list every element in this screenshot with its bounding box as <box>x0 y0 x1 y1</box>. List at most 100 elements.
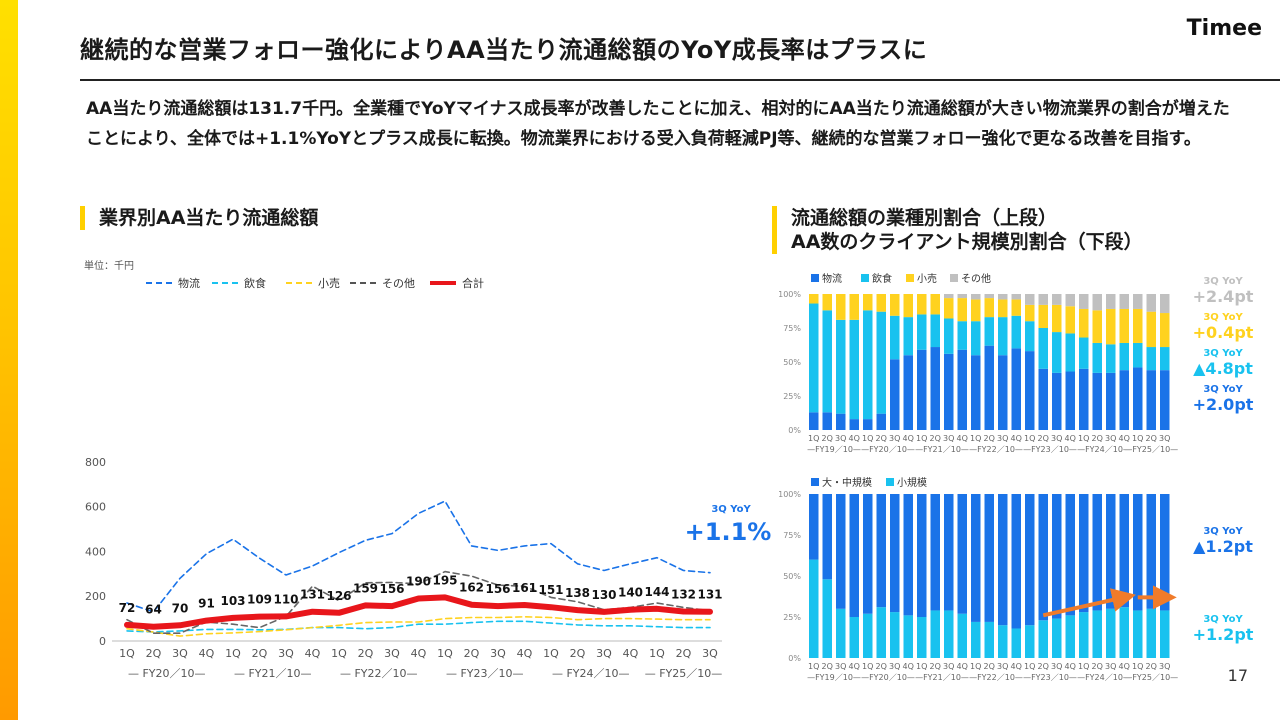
bar-segment <box>863 419 873 430</box>
y-tick-label: 600 <box>85 501 106 514</box>
bar-segment <box>998 294 1008 300</box>
bar-segment <box>1119 607 1129 658</box>
bar-segment <box>1146 370 1156 430</box>
bar-segment <box>984 621 994 658</box>
x-tick-label: 1Q <box>1078 434 1089 443</box>
legend-swatch <box>950 274 958 282</box>
line-chart: 単位：千円 0 200 400 600 800 物流 飲食 小売 その他 合計 72 64 70 91 103… <box>84 259 772 680</box>
bar-segment <box>984 345 994 430</box>
fy-group-label: — FY24／10— <box>552 667 630 680</box>
bar-segment <box>1092 610 1102 658</box>
x-tick-label: 2Q <box>1038 662 1049 671</box>
bar-segment <box>1160 347 1170 371</box>
bar-segment <box>1011 494 1021 629</box>
bar-segment <box>1119 342 1129 371</box>
bar-segment <box>1092 294 1102 311</box>
x-tick-label: 1Q <box>1132 662 1143 671</box>
total-data-label: 140 <box>618 586 643 600</box>
x-tick-label: 4Q <box>1119 662 1130 671</box>
x-tick-label: 2Q <box>146 647 162 660</box>
yoy-annotation-value: +2.4pt <box>1193 287 1254 306</box>
bar-segment <box>1065 333 1075 372</box>
y-tick-label: 25% <box>783 613 801 622</box>
bar-segment <box>876 294 886 312</box>
legend-label: 小売 <box>318 277 340 290</box>
bar-segment <box>903 494 913 616</box>
bar-segment <box>1052 372 1062 430</box>
x-tick-label: 3Q <box>1051 662 1062 671</box>
bar-segment <box>1092 494 1102 611</box>
bar-segment <box>890 494 900 613</box>
x-tick-label: 3Q <box>490 647 506 660</box>
bar-segment <box>836 294 846 320</box>
legend-label: 小規模 <box>897 477 927 489</box>
legend-label: その他 <box>382 277 415 290</box>
x-tick-label: 4Q <box>1011 662 1022 671</box>
yoy-annotation-value: +0.4pt <box>1193 323 1254 342</box>
x-tick-label: 1Q <box>225 647 241 660</box>
yoy-annotation-label: 3Q YoY <box>1203 348 1243 359</box>
yoy-annotation-value: +1.1% <box>685 518 772 546</box>
bar-segment <box>849 319 859 420</box>
bar-segment <box>1025 321 1035 352</box>
x-tick-label: 3Q <box>889 434 900 443</box>
yoy-annotation-value: ▲4.8pt <box>1193 359 1253 378</box>
legend-label: 大・中規模 <box>822 476 872 489</box>
total-data-label: 131 <box>300 588 325 602</box>
bar-segment <box>822 294 832 311</box>
x-tick-label: 4Q <box>1119 434 1130 443</box>
x-tick-label: 1Q <box>970 662 981 671</box>
fy-group-label: — FY20／10— <box>128 667 206 680</box>
bar-segment <box>1065 371 1075 430</box>
bar-segment <box>944 494 954 611</box>
bar-segment <box>822 494 832 580</box>
x-tick-label: 4Q <box>849 662 860 671</box>
title-divider <box>80 79 1280 81</box>
bar-segment <box>957 613 967 658</box>
bar-segment <box>971 494 981 622</box>
bar-segment <box>1065 494 1075 616</box>
x-tick-label: 3Q <box>943 434 954 443</box>
bar-segment <box>863 613 873 658</box>
bar-segment <box>822 579 832 658</box>
unit-label: 単位：千円 <box>84 259 134 272</box>
x-tick-label: 4Q <box>517 647 533 660</box>
bar-segment <box>1119 370 1129 430</box>
bar-segment <box>890 612 900 658</box>
bar-segment <box>1052 294 1062 305</box>
legend-label: その他 <box>961 272 991 285</box>
bar-segment <box>1133 342 1143 368</box>
legend-label: 合計 <box>462 276 484 290</box>
fy-group-label: —FY25／10— <box>1124 673 1178 682</box>
bar-segment <box>876 413 886 430</box>
total-data-label: 109 <box>247 593 272 607</box>
bar-segment <box>1146 294 1156 312</box>
bar-segment <box>863 294 873 311</box>
bar-segment <box>1106 372 1116 430</box>
x-tick-label: 2Q <box>984 434 995 443</box>
bar-segment <box>917 314 927 350</box>
series-line <box>126 500 711 613</box>
total-data-label: 72 <box>119 601 136 615</box>
bar-segment <box>984 494 994 622</box>
section-title-share: 流通総額の業種別割合（上段） AA数のクライアント規模別割合（下段） <box>772 206 1251 254</box>
x-tick-label: 1Q <box>862 662 873 671</box>
fy-group-label: —FY20／10— <box>861 445 915 454</box>
bar-segment <box>903 294 913 318</box>
x-tick-label: 3Q <box>596 647 612 660</box>
bar-segment <box>930 294 940 315</box>
bar-segment <box>1119 308 1129 343</box>
x-tick-label: 4Q <box>849 434 860 443</box>
x-tick-label: 2Q <box>1146 662 1157 671</box>
x-tick-label: 4Q <box>199 647 215 660</box>
bar-segment <box>1146 347 1156 371</box>
bar-segment <box>849 617 859 658</box>
fy-group-label: —FY24／10— <box>1077 445 1131 454</box>
bar-segment <box>1133 294 1143 309</box>
bar-segment <box>822 310 832 413</box>
bar-segment <box>1146 311 1156 348</box>
bar-segment <box>1065 294 1075 307</box>
total-data-label: 103 <box>220 594 245 608</box>
